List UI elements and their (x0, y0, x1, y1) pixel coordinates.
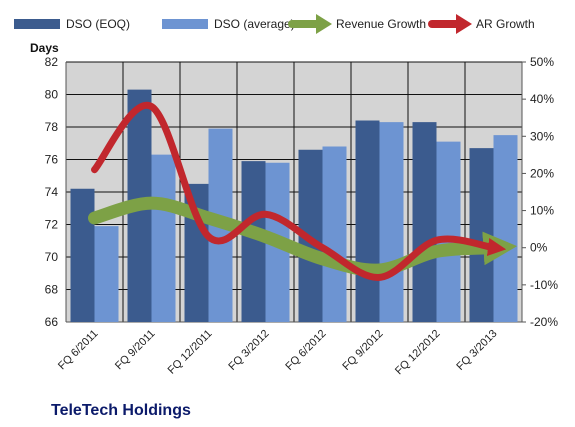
y-tick-label: 82 (45, 55, 59, 69)
legend-label: Revenue Growth (336, 17, 426, 31)
y2-tick-label: -10% (530, 278, 558, 292)
legend-item: Revenue Growth (288, 14, 426, 34)
y2-tick-label: 0% (530, 241, 548, 255)
y2-tick-label: -20% (530, 315, 558, 329)
legend-item: AR Growth (428, 14, 535, 34)
line-revenue-growth (88, 196, 518, 277)
bar-dso-average (322, 146, 347, 322)
x-tick-label: FQ 12/2012 (393, 328, 443, 378)
bar-dso-eoq (469, 148, 494, 322)
y-tick-label: 80 (45, 88, 59, 102)
y2-tick-label: 50% (530, 55, 554, 69)
legend-arrow-head (316, 14, 332, 34)
x-tick-label: FQ 9/2011 (113, 328, 158, 373)
chart-title: TeleTech Holdings (51, 402, 191, 419)
x-tick-label: FQ 12/2011 (166, 328, 215, 377)
bar-dso-average (94, 226, 119, 322)
legend-label: DSO (average) (214, 17, 295, 31)
bar-dso-average (379, 122, 404, 322)
legend-label: DSO (EOQ) (66, 17, 130, 31)
bar-dso-average (151, 154, 176, 322)
line-ar-growth (91, 101, 507, 281)
x-tick-label: FQ 3/2012 (226, 328, 271, 373)
legend-arrow-head (456, 14, 472, 34)
y2-tick-label: 40% (530, 92, 554, 106)
bar-dso-eoq (355, 120, 380, 322)
legend-swatch (14, 19, 60, 29)
x-tick-label: FQ 6/2012 (283, 328, 328, 373)
y2-tick-label: 10% (530, 204, 554, 218)
x-tick-label: FQ 6/2011 (56, 328, 101, 373)
y2-tick-label: 20% (530, 166, 554, 180)
bar-dso-average (493, 135, 518, 322)
x-tick-label: FQ 9/2012 (340, 328, 385, 373)
bar-dso-average (436, 141, 461, 322)
bar-dso-eoq (70, 188, 95, 322)
legend-swatch (162, 19, 208, 29)
x-tick-label: FQ 3/2013 (454, 328, 499, 373)
bar-dso-eoq (412, 122, 437, 322)
y-tick-label: 66 (45, 315, 59, 329)
legend-item: DSO (average) (162, 17, 295, 31)
legend-label: AR Growth (476, 17, 535, 31)
y-axis-title: Days (30, 41, 59, 55)
y-tick-label: 70 (45, 250, 59, 264)
legend-item: DSO (EOQ) (14, 17, 130, 31)
y-tick-label: 72 (45, 218, 59, 232)
y-tick-label: 68 (45, 283, 59, 297)
y-tick-label: 74 (45, 185, 59, 199)
y-tick-label: 78 (45, 120, 59, 134)
y-tick-label: 76 (45, 153, 59, 167)
y2-tick-label: 30% (530, 129, 554, 143)
